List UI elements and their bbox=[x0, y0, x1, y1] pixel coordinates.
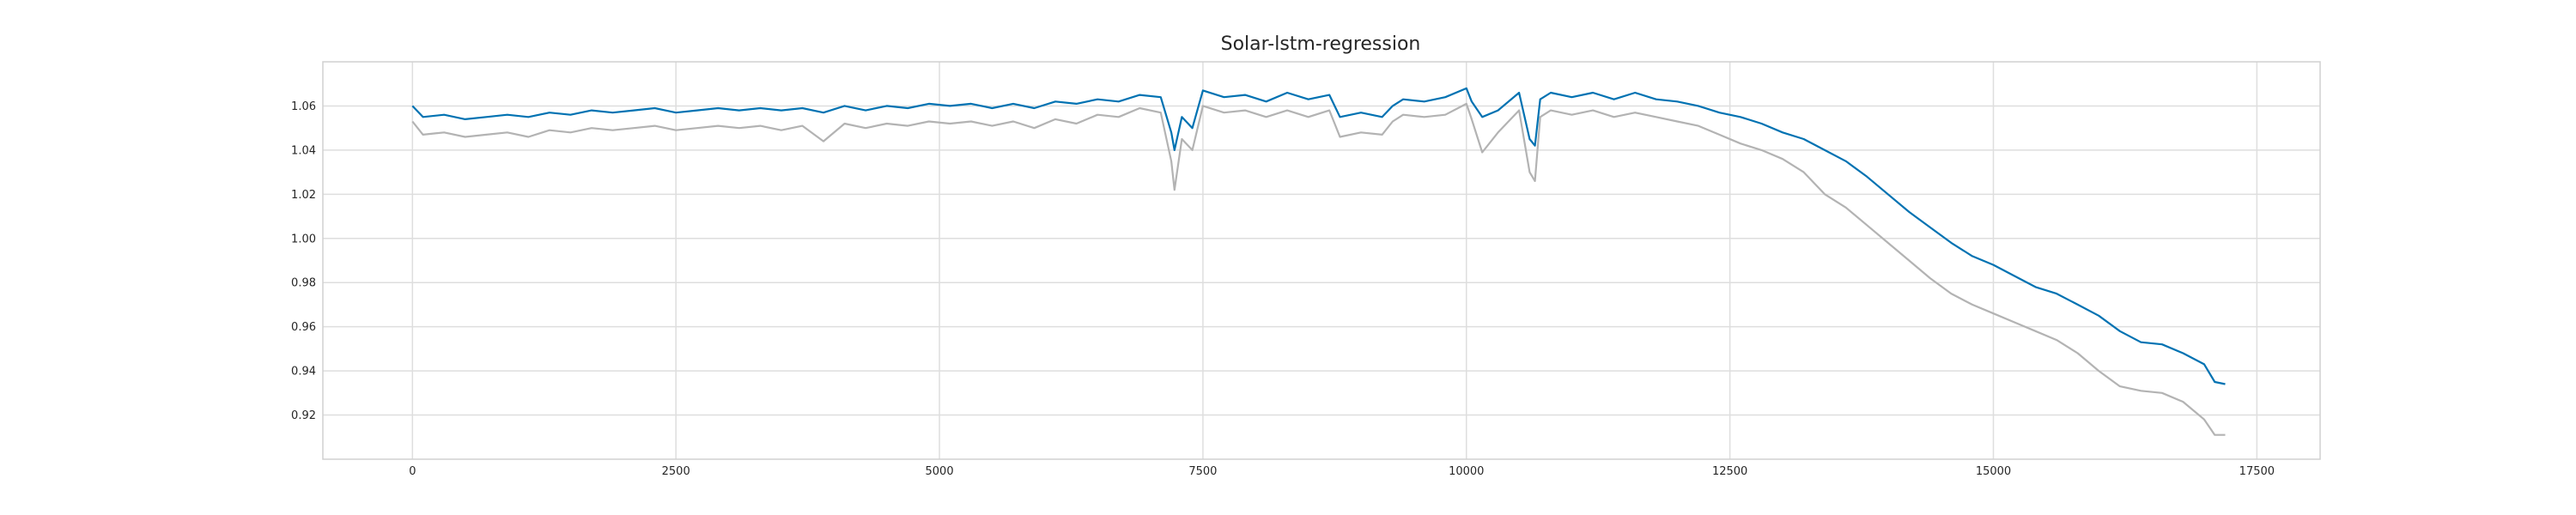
x-tick-label: 15000 bbox=[1976, 465, 2011, 478]
y-tick-label: 0.94 bbox=[291, 366, 316, 379]
y-tick-label: 1.06 bbox=[291, 100, 316, 113]
x-tick-label: 7500 bbox=[1188, 465, 1217, 478]
tick-labels: 0 2500 5000 7500 10000 12500 15000 17500 0.92 0.9… bbox=[291, 100, 2275, 478]
x-tick-label: 0 bbox=[409, 465, 416, 478]
series-group bbox=[411, 87, 2226, 436]
y-tick-label: 1.04 bbox=[291, 144, 316, 157]
x-tick-label: 12500 bbox=[1712, 465, 1747, 478]
y-tick-label: 1.00 bbox=[291, 233, 316, 245]
x-tick-label: 5000 bbox=[926, 465, 954, 478]
y-tick-label: 0.98 bbox=[291, 277, 316, 290]
series-line-2 bbox=[411, 102, 2226, 436]
x-tick-label: 10000 bbox=[1449, 465, 1484, 478]
x-tick-label: 17500 bbox=[2239, 465, 2275, 478]
y-tick-label: 0.96 bbox=[291, 321, 316, 334]
grid bbox=[323, 62, 2320, 459]
y-tick-label: 1.02 bbox=[291, 189, 316, 202]
y-tick-label: 0.92 bbox=[291, 409, 316, 422]
plot-frame bbox=[322, 61, 2321, 460]
series-line-1 bbox=[411, 87, 2226, 385]
chart-title: Solar-lstm-regression bbox=[1221, 33, 1421, 55]
x-tick-label: 2500 bbox=[662, 465, 690, 478]
